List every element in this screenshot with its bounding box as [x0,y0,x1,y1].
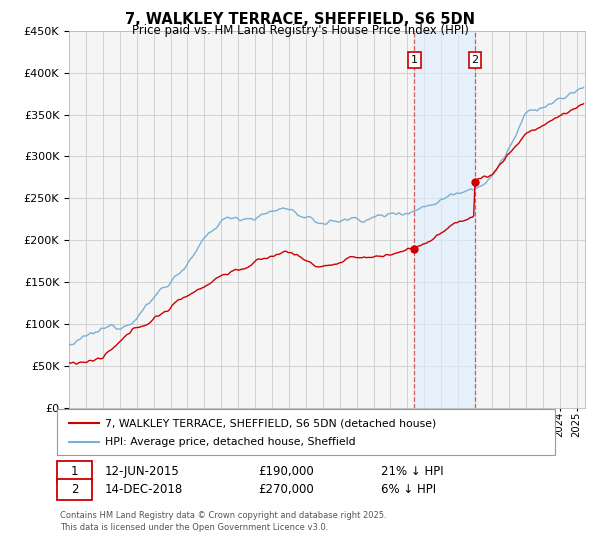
Text: Price paid vs. HM Land Registry's House Price Index (HPI): Price paid vs. HM Land Registry's House … [131,24,469,37]
Text: 2: 2 [71,483,78,496]
Text: 1: 1 [71,465,78,478]
Text: 1: 1 [411,55,418,65]
Text: HPI: Average price, detached house, Sheffield: HPI: Average price, detached house, Shef… [105,437,356,446]
Text: 2: 2 [472,55,479,65]
Text: £190,000: £190,000 [258,465,314,478]
Text: 7, WALKLEY TERRACE, SHEFFIELD, S6 5DN: 7, WALKLEY TERRACE, SHEFFIELD, S6 5DN [125,12,475,27]
Text: £270,000: £270,000 [258,483,314,496]
Text: 6% ↓ HPI: 6% ↓ HPI [381,483,436,496]
Text: 21% ↓ HPI: 21% ↓ HPI [381,465,443,478]
Text: 12-JUN-2015: 12-JUN-2015 [105,465,180,478]
Text: 7, WALKLEY TERRACE, SHEFFIELD, S6 5DN (detached house): 7, WALKLEY TERRACE, SHEFFIELD, S6 5DN (d… [105,418,436,428]
Text: 14-DEC-2018: 14-DEC-2018 [105,483,183,496]
Bar [415,31,475,408]
Text: Contains HM Land Registry data © Crown copyright and database right 2025.
This d: Contains HM Land Registry data © Crown c… [60,511,386,532]
